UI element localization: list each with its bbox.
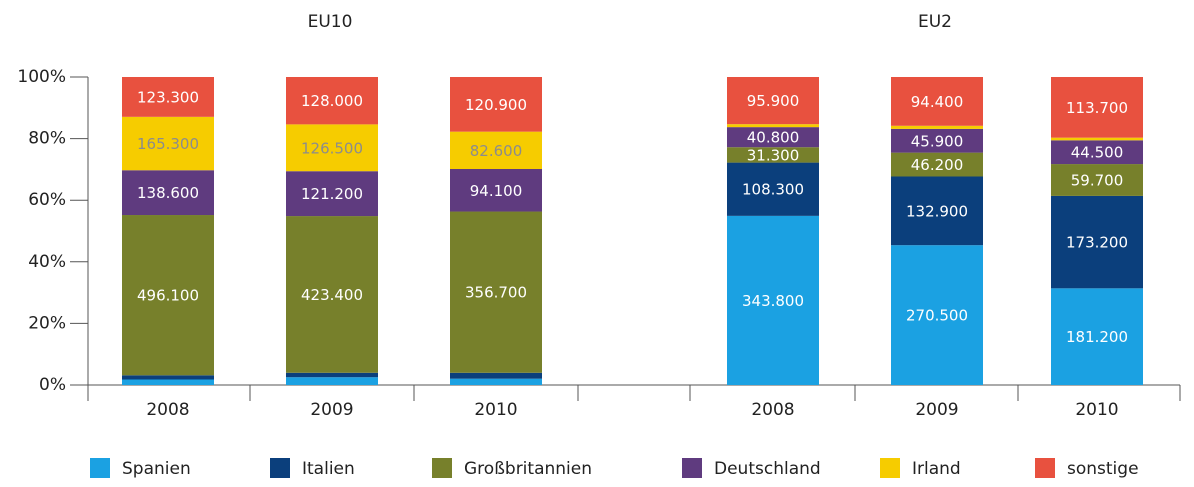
bar-segment xyxy=(891,176,983,246)
y-tick-label: 20% xyxy=(28,313,66,333)
legend-swatch xyxy=(270,458,290,478)
bar-segment xyxy=(1051,77,1143,138)
y-tick-label: 80% xyxy=(28,129,66,149)
bar-segment xyxy=(727,215,819,385)
data-label: 132.900 xyxy=(906,202,968,220)
x-tick-label: 2009 xyxy=(310,400,353,420)
data-label: 59.700 xyxy=(1071,171,1124,189)
y-tick-label: 40% xyxy=(28,252,66,272)
y-tick-label: 0% xyxy=(39,375,66,395)
y-tick-label: 100% xyxy=(17,67,66,87)
legend-label: Irland xyxy=(912,459,961,479)
legend-swatch xyxy=(432,458,452,478)
bar-segment xyxy=(286,171,378,217)
bar-segment xyxy=(1051,137,1143,141)
bar-segment xyxy=(286,216,378,373)
data-label: 165.300 xyxy=(137,135,199,153)
legend-swatch xyxy=(90,458,110,478)
bar-segment xyxy=(450,168,542,212)
bar-segment xyxy=(286,377,378,385)
bar-segment xyxy=(891,245,983,385)
data-label: 94.400 xyxy=(911,93,964,111)
bar-segment xyxy=(727,127,819,148)
x-tick-label: 2009 xyxy=(915,400,958,420)
bar-segment xyxy=(122,215,214,376)
bar-segment xyxy=(1051,164,1143,196)
bar-segment xyxy=(122,375,214,380)
data-label: 44.500 xyxy=(1071,144,1124,162)
data-label: 356.700 xyxy=(465,284,527,302)
data-label: 496.100 xyxy=(137,287,199,305)
data-label: 31.300 xyxy=(747,146,800,164)
legend-label: Deutschland xyxy=(714,459,821,479)
bar-segment xyxy=(727,147,819,163)
data-label: 40.800 xyxy=(747,129,800,147)
legend-swatch xyxy=(880,458,900,478)
bar-segment xyxy=(286,372,378,378)
panel-title: EU10 xyxy=(308,12,353,32)
data-label: 123.300 xyxy=(137,88,199,106)
data-label: 113.700 xyxy=(1066,99,1128,117)
bar-segment xyxy=(891,152,983,177)
bar-segment xyxy=(450,131,542,169)
legend-swatch xyxy=(682,458,702,478)
bar-segment xyxy=(122,116,214,171)
legend-label: Großbritannien xyxy=(464,459,592,479)
bar-segment xyxy=(891,125,983,129)
bar-segment xyxy=(450,372,542,379)
bar-segment xyxy=(1051,195,1143,289)
x-tick-label: 2008 xyxy=(146,400,189,420)
legend-label: Italien xyxy=(302,459,355,479)
data-label: 138.600 xyxy=(137,184,199,202)
data-label: 121.200 xyxy=(301,185,363,203)
data-label: 120.900 xyxy=(465,96,527,114)
data-label: 95.900 xyxy=(747,92,800,110)
x-tick-label: 2010 xyxy=(1075,400,1118,420)
bar-segment xyxy=(286,77,378,125)
bar-segment xyxy=(891,77,983,126)
bar-segment xyxy=(122,77,214,117)
data-label: 45.900 xyxy=(911,132,964,150)
bar-segment xyxy=(727,124,819,128)
bar-segment xyxy=(891,128,983,153)
bar-segment xyxy=(122,170,214,216)
legend-swatch xyxy=(1035,458,1055,478)
data-label: 46.200 xyxy=(911,156,964,174)
legend-label: sonstige xyxy=(1067,459,1139,479)
data-label: 94.100 xyxy=(470,182,523,200)
data-label: 270.500 xyxy=(906,307,968,325)
x-tick-label: 2008 xyxy=(751,400,794,420)
bar-segment xyxy=(1051,140,1143,165)
bar-segment xyxy=(286,124,378,172)
data-label: 82.600 xyxy=(470,142,523,160)
data-label: 126.500 xyxy=(301,139,363,157)
data-label: 128.000 xyxy=(301,92,363,110)
x-tick-label: 2010 xyxy=(474,400,517,420)
data-label: 173.200 xyxy=(1066,234,1128,252)
panel-title: EU2 xyxy=(918,12,952,32)
y-tick-label: 60% xyxy=(28,190,66,210)
data-label: 108.300 xyxy=(742,181,804,199)
data-label: 181.200 xyxy=(1066,328,1128,346)
bar-segment xyxy=(1051,288,1143,385)
bar-segment xyxy=(450,378,542,385)
bar-segment xyxy=(727,77,819,125)
bar-segment xyxy=(122,379,214,385)
bar-segment xyxy=(450,77,542,132)
bar-segment xyxy=(450,211,542,373)
legend-label: Spanien xyxy=(122,459,191,479)
bar-segment xyxy=(727,162,819,216)
data-label: 343.800 xyxy=(742,292,804,310)
data-label: 423.400 xyxy=(301,286,363,304)
